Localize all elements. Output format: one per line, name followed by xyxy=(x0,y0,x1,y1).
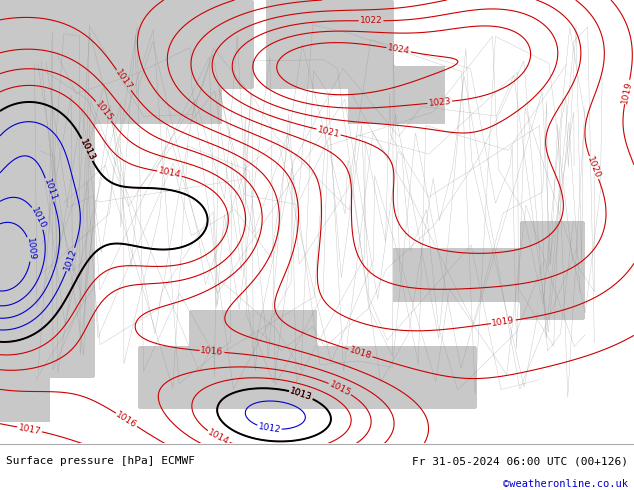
Text: 1022: 1022 xyxy=(359,16,382,25)
Text: 1018: 1018 xyxy=(348,345,373,361)
Text: 1012: 1012 xyxy=(257,422,281,435)
Text: 1016: 1016 xyxy=(114,410,139,430)
Text: 1015: 1015 xyxy=(328,379,353,398)
Text: 1020: 1020 xyxy=(586,155,602,180)
Text: 1015: 1015 xyxy=(93,99,114,123)
Text: 1014: 1014 xyxy=(157,167,182,180)
Text: 1010: 1010 xyxy=(29,206,48,230)
Text: ©weatheronline.co.uk: ©weatheronline.co.uk xyxy=(503,479,628,490)
Text: 1011: 1011 xyxy=(42,177,58,202)
Text: 1014: 1014 xyxy=(206,428,231,447)
Text: 1013: 1013 xyxy=(78,138,96,162)
Text: 1013: 1013 xyxy=(288,387,313,402)
Text: 1023: 1023 xyxy=(428,97,451,108)
Text: 1013: 1013 xyxy=(288,387,313,402)
Text: 1017: 1017 xyxy=(18,423,42,436)
Text: 1012: 1012 xyxy=(63,247,79,272)
Text: 1009: 1009 xyxy=(25,237,36,261)
Text: 1021: 1021 xyxy=(316,125,340,139)
Text: Surface pressure [hPa] ECMWF: Surface pressure [hPa] ECMWF xyxy=(6,456,195,466)
Text: 1017: 1017 xyxy=(113,68,134,92)
Text: 1019: 1019 xyxy=(621,80,634,104)
Text: 1019: 1019 xyxy=(491,316,515,328)
Text: Fr 31-05-2024 06:00 UTC (00+126): Fr 31-05-2024 06:00 UTC (00+126) xyxy=(411,456,628,466)
Text: 1016: 1016 xyxy=(200,346,224,357)
Text: 1024: 1024 xyxy=(387,44,411,56)
Text: 1013: 1013 xyxy=(78,138,96,162)
